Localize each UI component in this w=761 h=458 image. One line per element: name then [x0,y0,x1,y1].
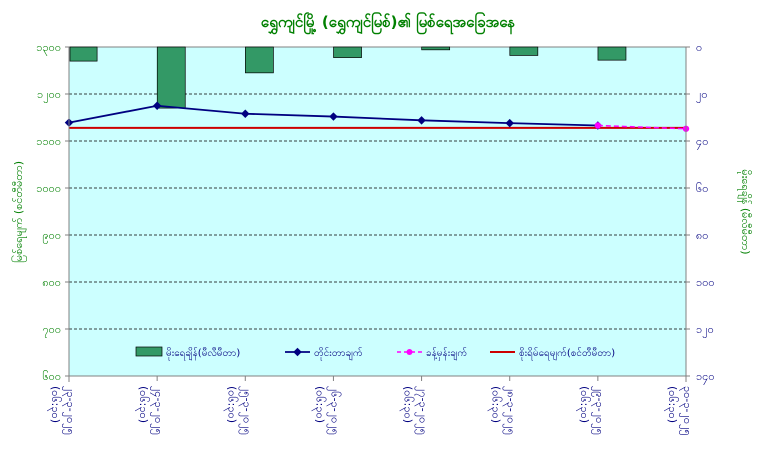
water-level-point [241,109,250,118]
water-level-point [329,112,338,121]
right-tick-label: ၂၀ [696,88,708,103]
right-tick-label: ၆၀ [696,182,708,195]
x-tick-label: ၂၆-၃-၂၀၂၅ [326,386,341,435]
rainfall-bar [333,46,362,58]
forecast-point [594,122,602,129]
x-tick-label: ၂၉-၃-၂၀၂၅ [591,386,606,435]
rainfall-bar [509,46,539,56]
x-tick-sublabel: (၀၆:၃၀) [576,386,591,423]
x-tick-label: ၂၇-၃-၂၀၂၅ [415,386,430,435]
x-tick-sublabel: (၀၆:၃၀) [311,386,326,423]
rainfall-bar [421,46,451,51]
right-tick-label: ၁၀၀ [696,276,715,289]
left-axis-label: မြစ်ရေမျက် (စင်တီမီတာ) [11,161,27,263]
right-tick-label: ၁၂၀ [696,323,714,338]
x-tick-sublabel: (၀၆:၃၀) [223,386,238,423]
legend-rainfall-swatch [135,346,163,357]
left-tick-label: ၁၃၀၀ [36,41,61,56]
rainfall-bar [597,46,627,61]
right-tick-label: ၈၀ [696,229,708,242]
x-tick-label: ၂၄-၃-၂၀၂၅ [150,386,165,435]
legend-forecast-marker [406,349,413,355]
right-tick-label: ၄၀ [696,135,708,150]
left-tick-label: ၆၀၀ [42,370,61,383]
chart-title: ရွှေကျင်မြို့ (ရွှေကျင်မြစ်)၏ မြစ်ရေအခြေ… [261,11,516,35]
x-tick-label: ၂၅-၃-၂၀၂၅ [238,386,253,435]
left-tick-label: ၇၀၀ [42,323,61,338]
x-tick-sublabel: (၀၆:၃၀) [664,386,679,423]
x-tick-label: ၂၃-၃-၂၀၂၅ [62,386,77,435]
water-level-point [417,116,426,125]
legend-rainfall-label: မိုးရေချိန်(မီလီမီတာ) [166,346,240,361]
left-tick-label: ၈၀၀ [42,276,61,289]
x-tick-sublabel: (၀၆:၃၀) [135,386,150,423]
x-tick-sublabel: (၀၆:၃၀) [488,386,503,423]
x-tick-sublabel: (၀၆:၃၀) [400,386,415,423]
x-tick-label: ၃၀-၃-၂၀၂၅ [679,386,694,436]
right-tick-label: ၁၄၀ [696,370,715,385]
rainfall-bar [69,46,98,62]
left-tick-label: ၁၁၀၀ [36,135,61,148]
x-tick-label: ၂၈-၃-၂၀၂၅ [503,386,518,435]
forecast-line [597,124,687,130]
legend-water-level-marker [293,347,302,357]
legend-danger-label: စိုးရိမ်ရေမျက်(စင်တီမီတာ) [519,346,615,361]
water-level-point [152,101,162,110]
right-tick-label: ၀ [696,41,702,54]
x-tick-sublabel: (၀၆:၃၀) [47,386,62,423]
legend-forecast-label: ခန့်မှန်းချက် [426,346,467,361]
rainfall-bar [245,46,274,74]
left-tick-label: ၁၂၀၀ [37,88,61,103]
rainfall-bar [156,46,186,109]
left-tick-label: ၁၀၀၀ [36,182,61,195]
legend-water-level-label: တိုင်းတာချက် [314,346,363,361]
left-tick-label: ၉၀၀ [42,229,61,244]
water-level-point [505,118,514,128]
right-axis-label: မိုးရေချိန် (မီလီမီတာ) [737,169,752,254]
